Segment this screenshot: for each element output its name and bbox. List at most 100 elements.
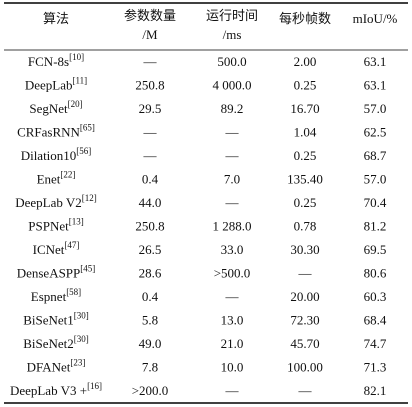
method-label: Dilation10 <box>21 148 77 163</box>
method-label: Espnet <box>31 289 67 304</box>
citation: [56] <box>76 146 91 156</box>
citation: [58] <box>66 287 81 297</box>
table-cell: 0.4 <box>142 289 159 304</box>
method-label: FCN-8s <box>28 54 69 69</box>
citation: [45] <box>80 264 95 274</box>
method-name: Dilation10[56] <box>21 146 92 163</box>
table-cell: — <box>225 195 240 210</box>
table-cell: 250.8 <box>135 218 164 233</box>
table-cell: 49.0 <box>139 336 162 351</box>
method-label: Enet <box>37 171 61 186</box>
header-cell: 运行时间 <box>206 8 258 23</box>
method-label: BiSeNet1 <box>23 312 74 327</box>
method-label: BiSeNet2 <box>23 336 74 351</box>
table-cell: — <box>143 54 158 69</box>
table-cell: 33.0 <box>221 242 244 257</box>
table-cell: 500.0 <box>217 54 246 69</box>
table-cell: 30.30 <box>290 242 319 257</box>
table-cell: 74.7 <box>364 336 387 351</box>
method-label: CRFasRNN <box>17 124 80 139</box>
table-cell: 4 000.0 <box>213 77 252 92</box>
citation: [12] <box>82 193 97 203</box>
table-cell: 60.3 <box>364 289 387 304</box>
method-name: Enet[22] <box>37 170 76 187</box>
method-name: BiSeNet2[30] <box>23 334 89 351</box>
table-cell: — <box>225 124 240 139</box>
table-cell: 0.25 <box>294 148 317 163</box>
header-cell: /M <box>142 27 158 42</box>
citation: [10] <box>69 52 84 62</box>
table-cell: 70.4 <box>364 195 387 210</box>
table-cell: — <box>225 383 240 398</box>
header-cell: 参数数量 <box>124 8 176 23</box>
method-label: PSPNet <box>28 218 69 233</box>
method-label: DFANet <box>27 359 71 374</box>
table-cell: 2.00 <box>294 54 317 69</box>
citation: [16] <box>87 381 102 391</box>
table-cell: 0.25 <box>294 77 317 92</box>
method-label: SegNet <box>29 101 68 116</box>
method-label: ICNet <box>33 242 65 257</box>
table-cell: 0.4 <box>142 171 159 186</box>
table-cell: >200.0 <box>132 383 169 398</box>
table-cell: 100.00 <box>287 359 323 374</box>
table-cell: 1.04 <box>294 124 317 139</box>
citation: [11] <box>72 76 87 86</box>
table-cell: 29.5 <box>139 101 162 116</box>
citation: [20] <box>68 99 83 109</box>
table-cell: — <box>225 289 240 304</box>
table-cell: — <box>143 148 158 163</box>
table-cell: 1 288.0 <box>213 218 252 233</box>
table-cell: 16.70 <box>290 101 319 116</box>
method-name: PSPNet[13] <box>28 217 83 234</box>
citation: [30] <box>74 334 89 344</box>
table-cell: 71.3 <box>364 359 387 374</box>
table-cell: 45.70 <box>290 336 319 351</box>
header-cell: 算法 <box>43 11 69 26</box>
method-name: SegNet[20] <box>29 99 82 116</box>
method-label: DeepLab V3 + <box>10 383 87 398</box>
method-name: FCN-8s[10] <box>28 52 84 69</box>
table-cell: 135.40 <box>287 171 323 186</box>
table-cell: 57.0 <box>364 101 387 116</box>
table-cell: 13.0 <box>221 312 244 327</box>
table-cell: 57.0 <box>364 171 387 186</box>
method-name: CRFasRNN[65] <box>17 123 95 140</box>
table-cell: 0.78 <box>294 218 317 233</box>
method-name: DeepLab V3 +[16] <box>10 381 102 398</box>
table-cell: 72.30 <box>290 312 319 327</box>
citation: [13] <box>69 217 84 227</box>
table-cell: 10.0 <box>221 359 244 374</box>
method-name: ICNet[47] <box>33 240 80 257</box>
table-cell: 80.6 <box>364 265 387 280</box>
table-cell: 7.8 <box>142 359 158 374</box>
table-cell: 63.1 <box>364 77 387 92</box>
table-cell: — <box>225 148 240 163</box>
table-cell: 20.00 <box>290 289 319 304</box>
citation: [30] <box>74 311 89 321</box>
citation: [65] <box>80 123 95 133</box>
table-cell: 5.8 <box>142 312 158 327</box>
header-cell: mIoU/% <box>353 11 398 26</box>
header-cell: 每秒帧数 <box>279 11 331 26</box>
table-cell: 69.5 <box>364 242 387 257</box>
method-label: DeepLab V2 <box>15 195 82 210</box>
table-cell: — <box>298 265 313 280</box>
table-cell: 62.5 <box>364 124 387 139</box>
table-cell: 68.4 <box>364 312 387 327</box>
method-name: DeepLab V2[12] <box>15 193 97 210</box>
method-name: DenseASPP[45] <box>17 264 96 281</box>
method-name: DeepLab[11] <box>25 76 87 93</box>
header-cell: /ms <box>223 27 242 42</box>
method-name: Espnet[58] <box>31 287 81 304</box>
table-cell: 21.0 <box>221 336 244 351</box>
table-cell: — <box>143 124 158 139</box>
method-label: DeepLab <box>25 77 73 92</box>
table-cell: >500.0 <box>214 265 251 280</box>
table-cell: 63.1 <box>364 54 387 69</box>
method-name: BiSeNet1[30] <box>23 311 89 328</box>
table-cell: 44.0 <box>139 195 162 210</box>
table-cell: 81.2 <box>364 218 387 233</box>
method-name: DFANet[23] <box>27 358 86 375</box>
